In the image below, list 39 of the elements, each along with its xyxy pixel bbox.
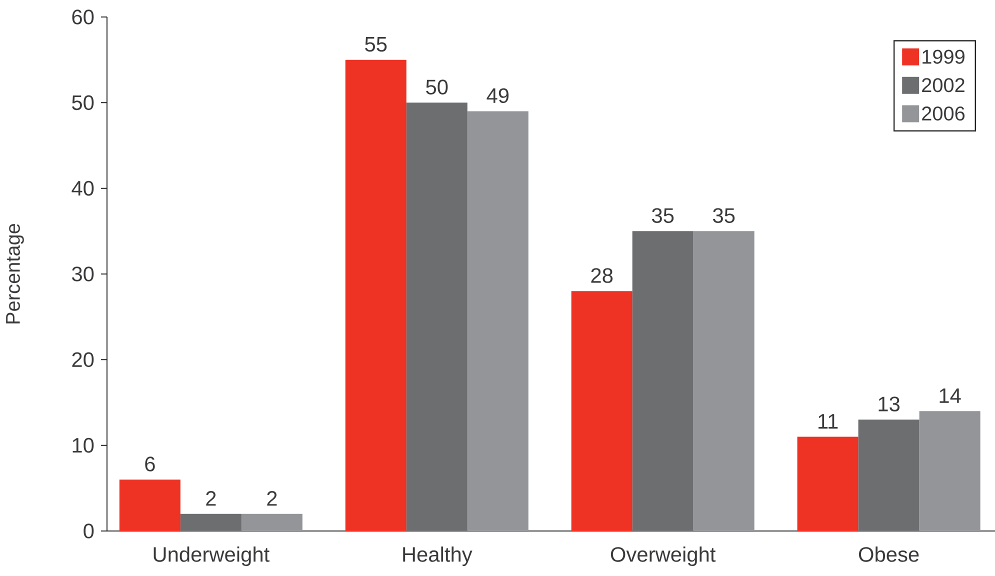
bar — [241, 514, 302, 531]
x-tick-label: Obese — [858, 546, 919, 562]
bar — [858, 420, 920, 531]
data-label: 35 — [652, 208, 674, 223]
legend-label: 2006 — [922, 106, 965, 121]
bar — [797, 436, 858, 531]
y-tick-label: 20 — [72, 352, 94, 368]
legend-label: 2002 — [922, 78, 964, 92]
bar — [632, 231, 694, 531]
data-label: 14 — [940, 388, 961, 403]
x-tick-label: Healthy — [403, 546, 472, 566]
data-label: 35 — [713, 208, 735, 223]
data-label: 50 — [426, 80, 448, 94]
data-label: 28 — [591, 268, 613, 283]
y-tick-label: 30 — [72, 266, 94, 282]
bar — [571, 291, 632, 531]
x-tick-label: Overweight — [610, 546, 716, 566]
data-label: 11 — [818, 414, 838, 429]
bar — [693, 231, 754, 531]
bar — [919, 411, 980, 531]
y-tick-label: 40 — [72, 180, 94, 196]
data-label: 49 — [486, 88, 509, 104]
y-tick-label: 10 — [72, 438, 94, 453]
data-label: 2 — [267, 491, 277, 506]
legend-label: 1999 — [922, 50, 964, 64]
y-tick-label: 60 — [72, 10, 94, 24]
bar — [467, 111, 528, 531]
bar — [345, 60, 406, 531]
y-axis-title: Percentage — [6, 224, 24, 324]
data-label: 13 — [878, 396, 900, 412]
x-tick-label: Underweight — [154, 546, 270, 566]
data-label: 55 — [365, 37, 387, 52]
data-label: 2 — [206, 491, 216, 506]
bar — [119, 480, 180, 531]
data-label: 6 — [145, 456, 155, 472]
y-tick-label: 0 — [84, 524, 94, 538]
y-tick-label: 50 — [72, 95, 94, 110]
bar — [180, 514, 242, 531]
bar — [406, 102, 468, 531]
